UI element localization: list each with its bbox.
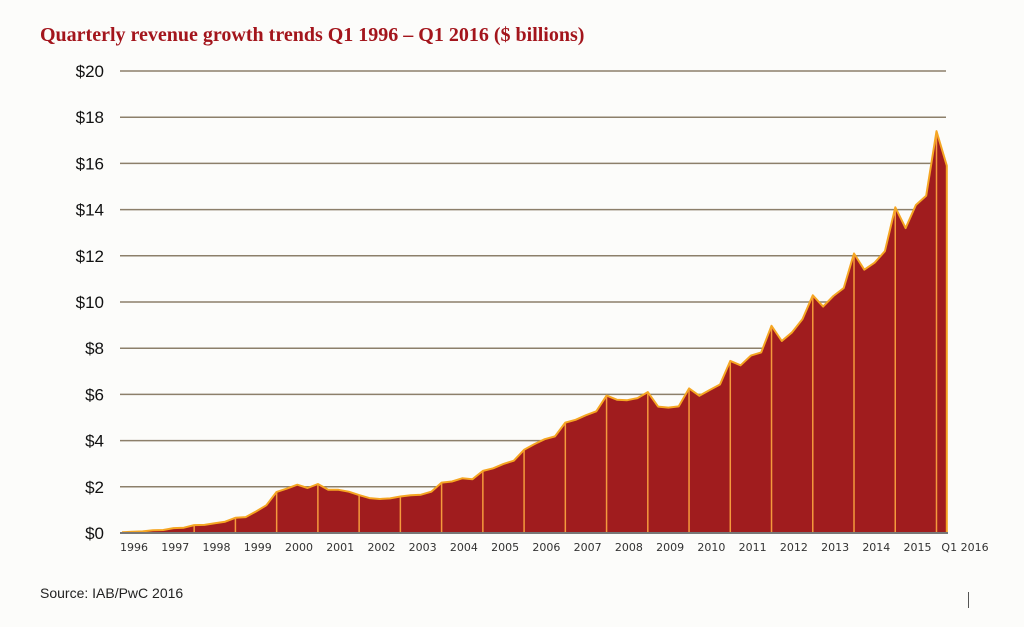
y-tick-label: $6 (85, 385, 104, 404)
y-tick-label: $0 (85, 524, 104, 543)
x-tick-label: 1999 (244, 541, 272, 554)
chart-title: Quarterly revenue growth trends Q1 1996 … (40, 24, 585, 46)
y-tick-label: $20 (76, 62, 104, 81)
x-tick-label: 2014 (862, 541, 890, 554)
x-tick-label: 2006 (532, 541, 560, 554)
y-tick-label: $12 (76, 247, 104, 266)
y-tick-label: $10 (76, 293, 104, 312)
x-tick-label: 1996 (120, 541, 148, 554)
x-tick-label: Q1 2016 (941, 541, 988, 554)
y-tick-label: $2 (85, 478, 104, 497)
x-tick-label: 2004 (450, 541, 478, 554)
divider (968, 592, 969, 608)
x-tick-label: 2001 (326, 541, 354, 554)
series-line (121, 130, 948, 534)
y-tick-label: $16 (76, 154, 104, 173)
area-fill (122, 131, 947, 533)
x-tick-label: 2003 (409, 541, 437, 554)
x-tick-label: 1998 (202, 541, 230, 554)
x-tick-label: 2007 (574, 541, 602, 554)
y-tick-label: $4 (85, 432, 104, 451)
x-tick-label: 2000 (285, 541, 313, 554)
y-tick-label: $8 (85, 339, 104, 358)
x-tick-label: 2013 (821, 541, 849, 554)
x-tick-label: 2012 (780, 541, 808, 554)
x-tick-label: 2005 (491, 541, 519, 554)
x-tick-label: 1997 (161, 541, 189, 554)
x-tick-label: 2015 (904, 541, 932, 554)
y-tick-label: $18 (76, 108, 104, 127)
x-tick-label: 2010 (697, 541, 725, 554)
y-tick-label: $14 (76, 201, 104, 220)
x-tick-label: 2008 (615, 541, 643, 554)
x-tick-label: 2011 (739, 541, 767, 554)
source-note: Source: IAB/PwC 2016 (40, 585, 184, 601)
x-tick-label: 2002 (367, 541, 395, 554)
x-tick-label: 2009 (656, 541, 684, 554)
